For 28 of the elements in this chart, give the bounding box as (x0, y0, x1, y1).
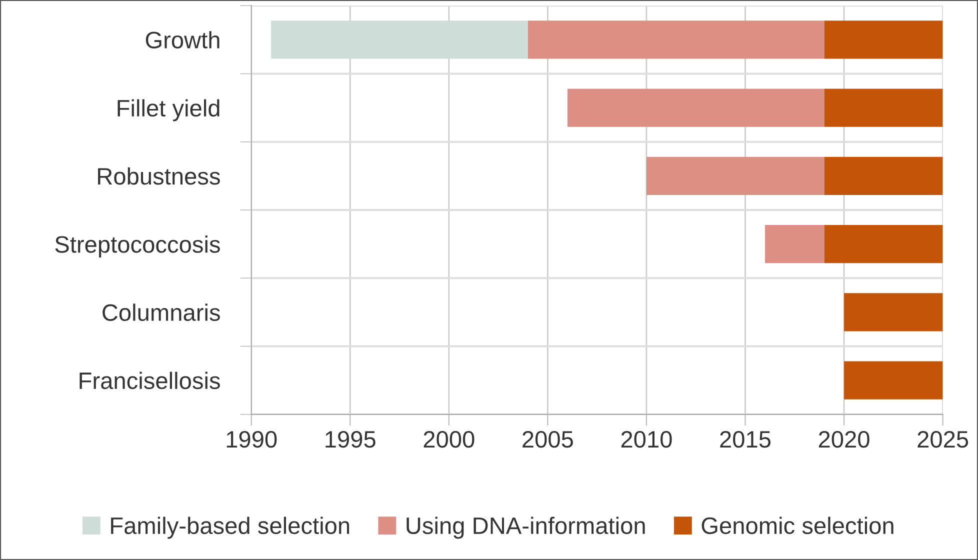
bar (824, 224, 943, 264)
y-tick-label: Columnaris (102, 304, 220, 321)
y-tick-label: Growth (146, 31, 220, 48)
bar (271, 20, 528, 59)
bar (646, 156, 824, 196)
x-tick-label: 2015 (720, 430, 771, 448)
bar (844, 361, 943, 400)
bar (824, 88, 943, 127)
y-tick-label: Robustness (98, 167, 220, 185)
x-tick-label: 1990 (226, 430, 277, 448)
bar (528, 20, 824, 59)
y-tick-label: Fillet yield (118, 99, 220, 122)
x-tick-label: 2000 (424, 430, 474, 448)
x-tick-label: 1995 (326, 430, 376, 448)
x-tick-label: 2005 (522, 430, 573, 448)
bar (824, 20, 943, 59)
legend-label: Family-based selection (111, 516, 350, 539)
x-tick-label: 2010 (621, 430, 672, 448)
bar (567, 88, 824, 127)
legend-label: Using DNA-information (406, 516, 645, 539)
x-tick-label: 2025 (918, 430, 968, 448)
x-tick-label: 2020 (818, 430, 870, 448)
bar (824, 156, 943, 196)
legend-label: Genomic selection (702, 516, 894, 534)
y-tick-label: Streptococcosis (55, 236, 220, 258)
bar (844, 293, 943, 332)
y-tick-label: Francisellosis (80, 372, 220, 390)
bar (764, 224, 824, 264)
